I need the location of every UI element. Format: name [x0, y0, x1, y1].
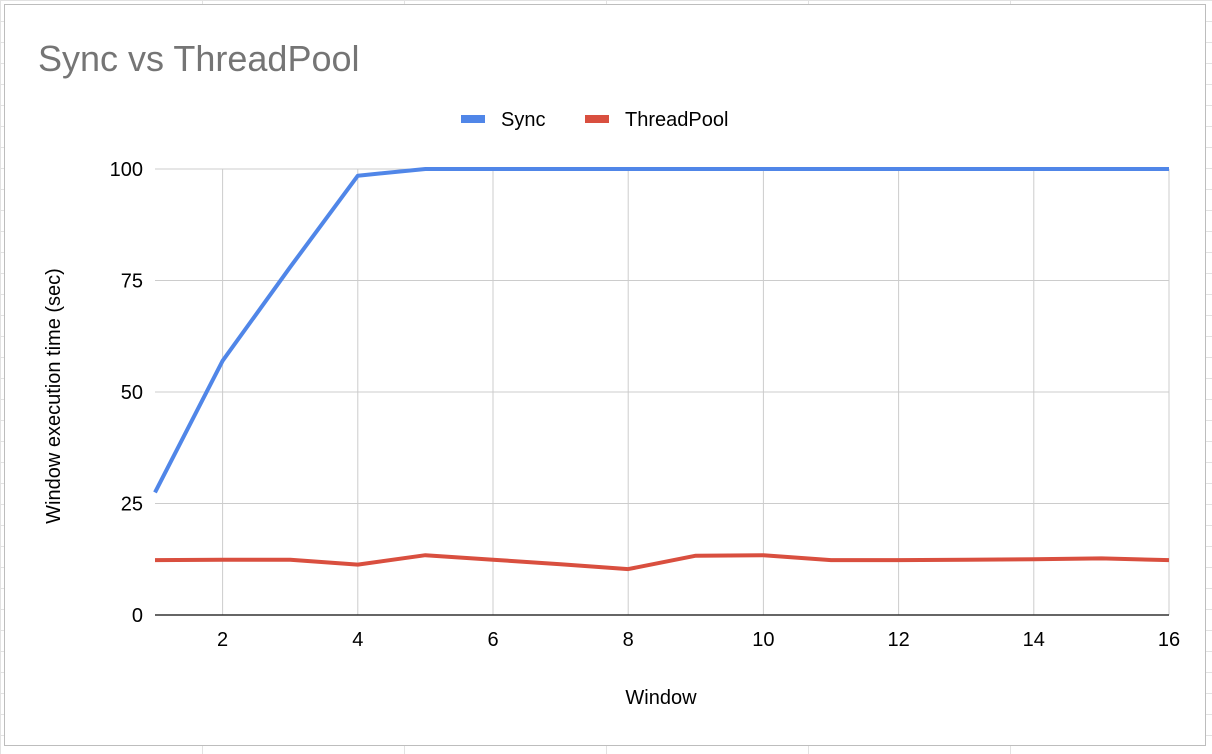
x-tick-label: 8 — [623, 629, 634, 651]
x-tick-label: 4 — [352, 629, 363, 651]
y-tick-label: 25 — [121, 494, 143, 516]
y-tick-label: 100 — [110, 159, 143, 181]
series-line-threadpool — [154, 553, 1170, 572]
legend-swatch — [461, 115, 485, 123]
legend-label: ThreadPool — [625, 109, 728, 131]
series-line-sync — [153, 167, 1169, 494]
legend-swatch — [585, 115, 609, 123]
x-tick-label: 14 — [1023, 629, 1045, 651]
series-lines — [153, 167, 1170, 572]
chart-title: Sync vs ThreadPool — [38, 38, 360, 79]
chart-container[interactable] — [4, 4, 1206, 746]
y-axis-label: Window execution time (sec) — [43, 268, 65, 524]
x-tick-label: 10 — [752, 629, 774, 651]
tick-labels: 0 25 50 75 100 2 4 6 8 10 12 14 16 — [110, 159, 1181, 651]
x-tick-label: 6 — [487, 629, 498, 651]
x-tick-label: 2 — [217, 629, 228, 651]
x-axis-label: Window — [625, 687, 697, 709]
x-tick-label: 12 — [887, 629, 909, 651]
y-tick-label: 50 — [121, 382, 143, 404]
y-tick-label: 0 — [132, 605, 143, 627]
legend-label: Sync — [501, 109, 545, 131]
grid-lines — [155, 168, 1170, 615]
y-tick-label: 75 — [121, 271, 143, 293]
x-tick-label: 16 — [1158, 629, 1180, 651]
legend: Sync ThreadPool — [461, 109, 728, 131]
